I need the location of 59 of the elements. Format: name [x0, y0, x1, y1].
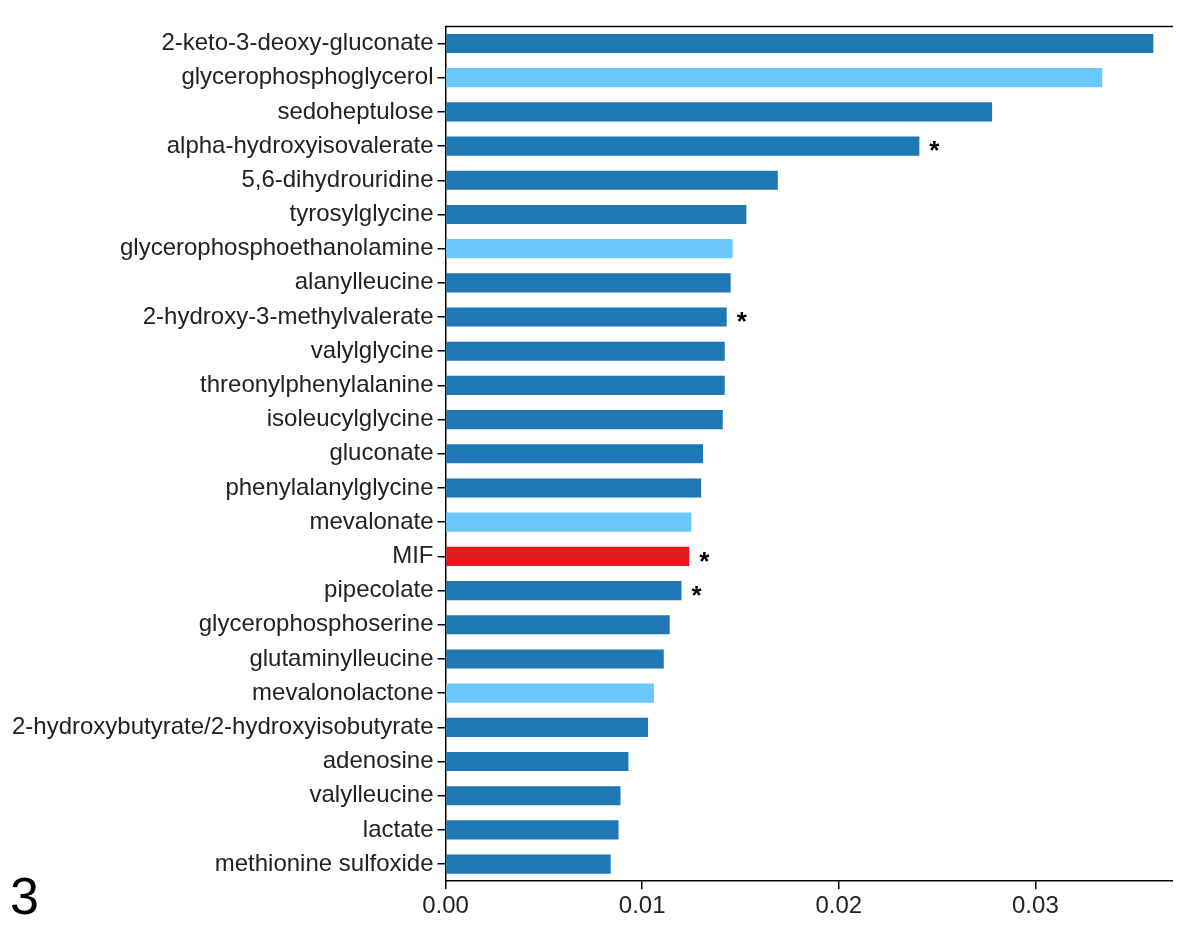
y-tick-label: valylleucine: [309, 780, 434, 808]
bar: [446, 68, 1103, 88]
bar: [446, 683, 654, 703]
y-tick-label: tyrosylglycine: [289, 199, 434, 227]
y-tick-label: isoleucylglycine: [266, 404, 434, 432]
y-tick-label: methionine sulfoxide: [214, 848, 434, 876]
bar: [446, 717, 649, 737]
bar: [446, 580, 682, 601]
y-tick-label: alpha-hydroxyisovalerate: [166, 130, 434, 158]
bar: [446, 478, 702, 498]
y-tick-label: pipecolate: [324, 575, 434, 603]
y-tick-label: 2-keto-3-deoxy-gluconate: [161, 28, 434, 56]
annotation: *: [736, 306, 748, 337]
bar: [446, 102, 993, 122]
y-tick-label: glycerophosphoserine: [198, 609, 434, 637]
y-tick-label: lactate: [362, 814, 434, 842]
x-tick-label: 0.03: [1012, 891, 1059, 919]
y-tick-label: glutaminylleucine: [249, 643, 434, 671]
y-tick-label: gluconate: [329, 438, 434, 466]
bar: [446, 136, 920, 156]
text: 3: [10, 867, 39, 926]
bar: [446, 410, 723, 430]
bar: [446, 786, 621, 806]
y-tick-label: phenylalanylglycine: [225, 472, 434, 500]
y-tick-label: mevalonate: [309, 506, 434, 534]
bar: [446, 307, 727, 327]
y-tick-label: 2-hydroxy-3-methylvalerate: [142, 301, 434, 329]
y-tick-label: sedoheptulose: [277, 96, 434, 124]
annotation: *: [691, 579, 703, 610]
y-tick-label: 2-hydroxybutyrate/2-hydroxyisobutyrate: [11, 711, 434, 739]
y-tick-label: threonylphenylalanine: [200, 370, 434, 398]
bar: [446, 546, 690, 566]
bar: [446, 375, 725, 395]
bar: [446, 820, 619, 840]
bar: [446, 444, 704, 464]
bar: [446, 204, 747, 225]
y-tick-label: 5,6-dihydrouridine: [241, 164, 434, 192]
y-tick-label: alanylleucine: [294, 267, 434, 295]
bar: [446, 649, 664, 669]
bar: [446, 341, 725, 361]
bar: [446, 273, 731, 293]
x-tick-label: 0.00: [422, 891, 469, 919]
y-tick-label: valylglycine: [310, 335, 434, 363]
bar: [446, 854, 611, 874]
annotation: *: [699, 545, 711, 576]
bar: [446, 239, 733, 259]
bar: [446, 33, 1154, 54]
y-tick-label: mevalonolactone: [252, 677, 434, 705]
x-tick-label: 0.01: [618, 891, 666, 919]
x-tick-label: 0.02: [815, 891, 863, 919]
y-tick-label: glycerophosphoglycerol: [181, 62, 434, 90]
bar: [446, 170, 778, 190]
annotation: *: [929, 135, 941, 166]
bar: [446, 512, 692, 532]
y-tick-label: adenosine: [322, 746, 434, 774]
bar: [446, 751, 629, 772]
y-tick-label: glycerophosphoethanolamine: [119, 233, 434, 261]
bar: [446, 615, 670, 635]
y-tick-label: MIF: [392, 541, 434, 568]
